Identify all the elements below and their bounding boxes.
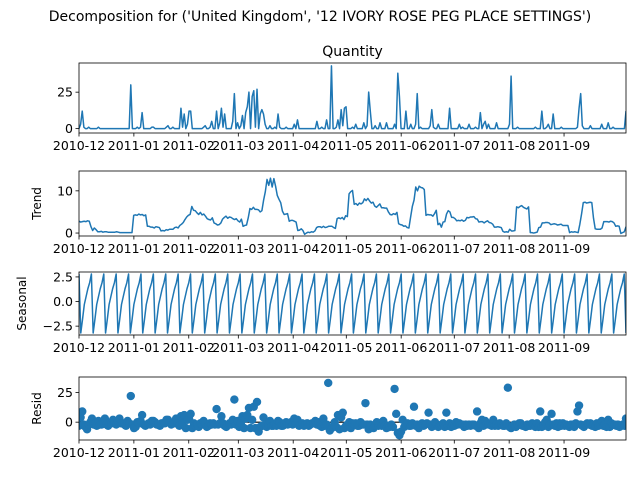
x-tick-label: 2011-05 <box>320 445 372 460</box>
series-line <box>79 65 626 130</box>
x-tick-label: 2011-04 <box>267 340 319 355</box>
resid-point <box>259 413 268 422</box>
x-tick-label: 2010-12 <box>53 340 105 355</box>
plot-area <box>79 65 626 130</box>
x-tick-label: 2011-04 <box>267 138 319 153</box>
resid-point <box>239 423 249 433</box>
axes-frame <box>78 271 627 336</box>
y-tick-label: −2.5 <box>43 319 73 334</box>
x-tick-label: 2011-08 <box>483 445 535 460</box>
y-axis-label: Resid <box>30 392 44 424</box>
x-tick-label: 2011-05 <box>320 138 372 153</box>
axes-frame <box>78 62 627 134</box>
x-tick-label: 2011-07 <box>428 445 480 460</box>
panel-title: Quantity <box>322 44 383 60</box>
x-tick-label: 2011-02 <box>163 241 215 256</box>
x-tick-label: 2011-05 <box>320 340 372 355</box>
resid-point <box>324 378 333 388</box>
x-tick-label: 2011-03 <box>212 138 264 153</box>
x-tick-label: 2010-12 <box>53 138 105 153</box>
x-tick-label: 2011-08 <box>483 241 535 256</box>
x-tick-label: 2011-04 <box>267 241 319 256</box>
x-tick-label: 2011-02 <box>163 138 215 153</box>
axes-frame <box>78 376 627 441</box>
y-tick-label: 10 <box>57 183 73 198</box>
resid-point <box>472 407 482 416</box>
resid-point <box>361 398 370 408</box>
x-tick-label: 2011-03 <box>212 340 264 355</box>
resid-point <box>388 422 398 432</box>
y-tick-label: 25 <box>57 85 73 100</box>
x-tick-label: 2011-08 <box>483 138 535 153</box>
resid-point <box>217 412 226 421</box>
y-axis-label: Seasonal <box>15 276 29 330</box>
x-tick-label: 2011-06 <box>375 138 427 153</box>
x-tick-label: 2011-06 <box>375 445 427 460</box>
plot-area <box>79 273 626 334</box>
resid-point <box>79 407 87 416</box>
resid-point <box>186 409 195 419</box>
resid-point <box>547 409 556 419</box>
plot-area <box>79 177 626 236</box>
x-tick-label: 2011-01 <box>108 241 160 256</box>
y-tick-label: 0 <box>65 415 73 430</box>
x-tick-label: 2011-09 <box>538 340 590 355</box>
x-tick-label: 2011-01 <box>108 340 160 355</box>
y-tick-label: 0 <box>65 226 73 241</box>
figure-suptitle: Decomposition for ('United Kingdom', '12… <box>49 9 591 25</box>
resid-point <box>137 410 147 420</box>
x-tick-label: 2011-06 <box>375 241 427 256</box>
series-line <box>79 273 626 334</box>
resid-point <box>536 407 545 416</box>
x-tick-label: 2011-07 <box>428 138 480 153</box>
resid-point <box>621 414 626 423</box>
resid-point <box>392 409 401 419</box>
resid-point <box>338 408 347 417</box>
x-tick-label: 2011-07 <box>428 340 480 355</box>
x-tick-label: 2011-03 <box>212 241 264 256</box>
resid-point <box>409 402 419 411</box>
resid-point <box>126 391 135 401</box>
resid-point <box>424 408 433 417</box>
x-tick-label: 2011-09 <box>538 445 590 460</box>
x-tick-label: 2010-12 <box>53 241 105 256</box>
plot-area <box>79 378 626 440</box>
x-tick-label: 2011-08 <box>483 340 535 355</box>
x-tick-label: 2011-02 <box>163 340 215 355</box>
resid-point <box>212 404 221 414</box>
resid-point <box>442 408 451 417</box>
resid-point <box>181 423 191 433</box>
resid-point <box>252 397 262 407</box>
axes-frame <box>78 170 627 237</box>
resid-point <box>503 383 513 392</box>
y-tick-label: 0.0 <box>53 294 73 309</box>
y-tick-label: 0 <box>65 121 73 136</box>
x-tick-label: 2010-12 <box>53 445 105 460</box>
x-tick-label: 2011-05 <box>320 241 372 256</box>
x-tick-label: 2011-04 <box>267 445 319 460</box>
resid-point <box>390 384 399 394</box>
x-tick-label: 2011-01 <box>108 445 160 460</box>
resid-point <box>620 421 626 430</box>
x-tick-label: 2011-06 <box>375 340 427 355</box>
resid-point <box>574 401 584 410</box>
x-tick-label: 2011-03 <box>212 445 264 460</box>
x-tick-label: 2011-02 <box>163 445 215 460</box>
resid-point <box>247 415 257 424</box>
x-tick-label: 2011-09 <box>538 241 590 256</box>
x-tick-label: 2011-01 <box>108 138 160 153</box>
y-axis-label: Trend <box>30 187 44 221</box>
x-tick-label: 2011-07 <box>428 241 480 256</box>
x-tick-label: 2011-09 <box>538 138 590 153</box>
y-tick-label: 25 <box>57 385 73 400</box>
y-tick-label: 2.5 <box>53 269 73 284</box>
series-line <box>79 177 626 236</box>
resid-point <box>230 395 239 404</box>
